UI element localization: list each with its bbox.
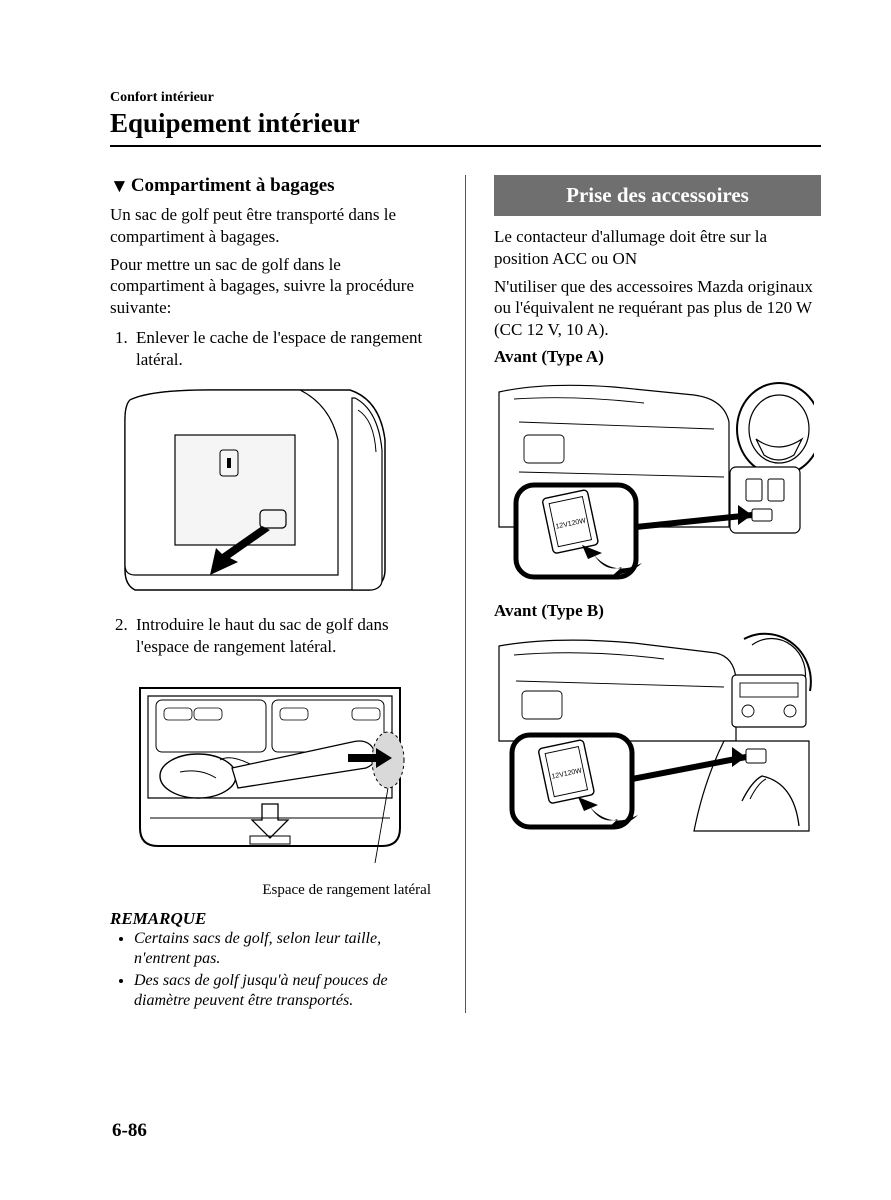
right-column: Prise des accessoires Le contacteur d'al…: [494, 175, 821, 1013]
label-type-b: Avant (Type B): [494, 601, 821, 621]
triangle-icon: ▼: [110, 176, 129, 198]
column-divider: [465, 175, 466, 1013]
header-chapter: Confort intérieur: [110, 90, 821, 106]
remark-list: Certains sacs de golf, selon leur taille…: [110, 929, 437, 1011]
left-steps-2: Introduire le haut du sac de golf dans l…: [110, 614, 437, 658]
header-rule: [110, 145, 821, 147]
figure-type-a: 12V120W: [494, 377, 821, 587]
figure-caption: Espace de rangement latéral: [110, 882, 431, 899]
section-bar: Prise des accessoires: [494, 175, 821, 216]
left-intro-2: Pour mettre un sac de golf dans le compa…: [110, 254, 437, 319]
left-subhead: ▼Compartiment à bagages: [110, 175, 437, 198]
subhead-text: Compartiment à bagages: [131, 175, 335, 196]
label-type-a: Avant (Type A): [494, 347, 821, 367]
right-intro-2: N'utiliser que des accessoires Mazda ori…: [494, 276, 821, 341]
remark-2: Des sacs de golf jusqu'à neuf pouces de …: [134, 971, 437, 1011]
page-number: 6-86: [112, 1120, 147, 1142]
step-2: Introduire le haut du sac de golf dans l…: [132, 614, 437, 658]
left-steps: Enlever le cache de l'espace de rangemen…: [110, 327, 437, 371]
right-intro-1: Le contacteur d'allumage doit être sur l…: [494, 226, 821, 270]
step-1: Enlever le cache de l'espace de rangemen…: [132, 327, 437, 371]
figure-type-b: 12V120W: [494, 631, 821, 841]
figure-storage-cover: [120, 380, 437, 600]
two-column-layout: ▼Compartiment à bagages Un sac de golf p…: [110, 175, 821, 1013]
remark-1: Certains sacs de golf, selon leur taille…: [134, 929, 437, 969]
left-intro-1: Un sac de golf peut être transporté dans…: [110, 204, 437, 248]
figure-golf-bag: [120, 668, 437, 868]
header-section: Equipement intérieur: [110, 108, 821, 139]
remark-title: REMARQUE: [110, 909, 437, 929]
left-column: ▼Compartiment à bagages Un sac de golf p…: [110, 175, 437, 1013]
